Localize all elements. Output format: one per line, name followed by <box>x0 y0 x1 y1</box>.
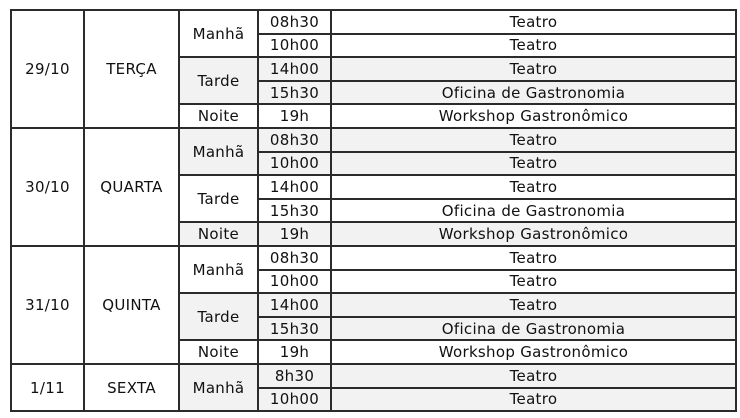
schedule-row: 15h30 Oficina de Gastronomia <box>11 79 737 106</box>
activity-cell: Oficina de Gastronomia <box>330 315 737 342</box>
time-cell: 19h <box>257 339 332 365</box>
day-cell: SEXTA <box>83 362 180 413</box>
schedule-row: Tarde 14h00 Teatro <box>11 174 737 224</box>
time-cell: 08h30 <box>257 126 332 153</box>
activity-cell: Teatro <box>330 174 737 200</box>
date-cell: 30/10 <box>10 126 85 247</box>
schedule-table-body: 29/10 TERÇA Manhã 08h30 Teatro 10h00 Teatro Tar… <box>10 8 737 413</box>
time-cell: 10h00 <box>257 32 332 59</box>
activity-cell: Teatro <box>330 126 737 153</box>
time-cell: 14h00 <box>257 292 332 318</box>
day-cell: QUARTA <box>83 126 180 247</box>
date-cell: 29/10 <box>10 9 85 129</box>
schedule-row: 1/11 SEXTA Manhã 8h30 Teatro <box>10 362 737 413</box>
time-cell: 15h30 <box>257 315 332 342</box>
schedule-row: 31/10 QUINTA Manhã 08h30 Teatro <box>10 244 737 365</box>
activity-cell: Workshop Gastronômico <box>330 103 737 129</box>
time-cell: 08h30 <box>257 244 332 271</box>
time-cell: 10h00 <box>257 268 332 295</box>
schedule-table: 29/10 TERÇA Manhã 08h30 Teatro 10h00 Teatro Tar… <box>10 8 737 413</box>
schedule-row: 30/10 QUARTA Manhã 08h30 Teatro <box>10 126 737 247</box>
activity-cell: Teatro <box>330 244 737 271</box>
period-cell: Noite <box>178 221 259 247</box>
period-cell: Noite <box>178 339 259 365</box>
time-cell: 08h30 <box>257 9 332 35</box>
activity-cell: Teatro <box>330 268 737 295</box>
activity-cell: Workshop Gastronômico <box>330 339 737 365</box>
activity-cell: Teatro <box>330 32 737 59</box>
time-cell: 14h00 <box>257 174 332 200</box>
time-cell: 8h30 <box>257 362 332 389</box>
period-cell: Manhã <box>178 244 259 295</box>
schedule-row: Noite 19h Workshop Gastronômico <box>11 221 737 247</box>
period-cell: Tarde <box>178 292 259 342</box>
date-cell: 31/10 <box>10 244 85 365</box>
time-cell: 19h <box>257 221 332 247</box>
schedule-table-container: 29/10 TERÇA Manhã 08h30 Teatro 10h00 Teatro Tar… <box>10 8 737 413</box>
schedule-row: 15h30 Oficina de Gastronomia <box>11 197 737 224</box>
period-cell: Manhã <box>178 362 259 413</box>
schedule-row: 10h00 Teatro <box>11 386 737 413</box>
activity-cell: Oficina de Gastronomia <box>330 79 737 106</box>
schedule-row: 10h00 Teatro <box>11 150 737 177</box>
period-cell: Manhã <box>178 8 259 59</box>
date-cell: 1/11 <box>10 362 85 413</box>
activity-cell: Teatro <box>330 9 737 35</box>
period-cell: Tarde <box>178 56 259 106</box>
period-cell: Manhã <box>178 126 259 177</box>
activity-cell: Teatro <box>330 362 737 389</box>
schedule-row: Noite 19h Workshop Gastronômico <box>11 103 737 129</box>
period-cell: Noite <box>178 103 259 129</box>
activity-cell: Teatro <box>330 386 737 413</box>
schedule-row: 10h00 Teatro <box>11 32 737 59</box>
time-cell: 14h00 <box>257 56 332 82</box>
activity-cell: Workshop Gastronômico <box>330 221 737 247</box>
time-cell: 10h00 <box>257 150 332 177</box>
day-cell: QUINTA <box>83 244 180 365</box>
schedule-row: 10h00 Teatro <box>11 268 737 295</box>
period-cell: Tarde <box>178 174 259 224</box>
activity-cell: Oficina de Gastronomia <box>330 197 737 224</box>
day-cell: TERÇA <box>83 9 180 129</box>
time-cell: 10h00 <box>257 386 332 413</box>
activity-cell: Teatro <box>330 150 737 177</box>
time-cell: 15h30 <box>257 79 332 106</box>
schedule-row: 29/10 TERÇA Manhã 08h30 Teatro <box>10 8 737 129</box>
time-cell: 19h <box>257 103 332 129</box>
schedule-row: Tarde 14h00 Teatro <box>11 56 737 106</box>
activity-cell: Teatro <box>330 292 737 318</box>
activity-cell: Teatro <box>330 56 737 82</box>
time-cell: 15h30 <box>257 197 332 224</box>
